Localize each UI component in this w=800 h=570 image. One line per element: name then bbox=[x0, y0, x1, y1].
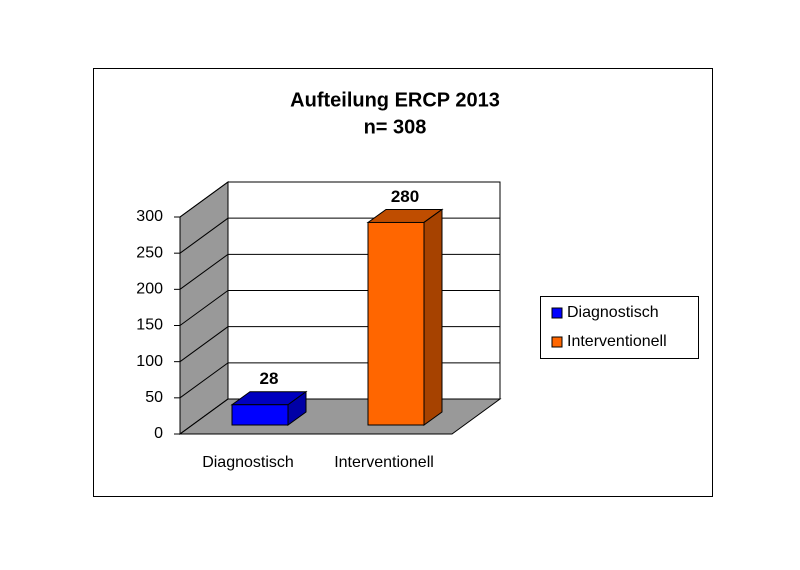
bar-front bbox=[367, 221, 425, 426]
y-tick-label: 250 bbox=[136, 244, 163, 261]
y-tick-label: 300 bbox=[136, 208, 163, 225]
bar-side bbox=[423, 208, 443, 426]
legend-label: Interventionell bbox=[567, 333, 667, 350]
legend-label: Diagnostisch bbox=[567, 304, 659, 321]
chart-title: Aufteilung ERCP 2013 bbox=[290, 89, 500, 111]
y-tick-label: 100 bbox=[136, 353, 163, 370]
y-tick-label: 150 bbox=[136, 317, 163, 334]
bar bbox=[366, 208, 444, 426]
floor bbox=[178, 398, 502, 435]
y-tick-label: 0 bbox=[154, 425, 163, 442]
value-label: 28 bbox=[260, 369, 279, 388]
x-tick-label: Interventionell bbox=[334, 454, 434, 471]
legend-swatch bbox=[551, 336, 563, 348]
legend-swatch bbox=[551, 307, 563, 319]
bar-front bbox=[231, 404, 289, 426]
grid-line bbox=[179, 181, 500, 218]
legend bbox=[540, 296, 699, 359]
value-label: 280 bbox=[391, 187, 419, 206]
bar bbox=[230, 390, 308, 426]
chart-subtitle: n= 308 bbox=[364, 116, 427, 138]
y-tick-label: 50 bbox=[145, 389, 163, 406]
y-tick-label: 200 bbox=[136, 281, 163, 298]
x-tick-label: Diagnostisch bbox=[202, 454, 294, 471]
